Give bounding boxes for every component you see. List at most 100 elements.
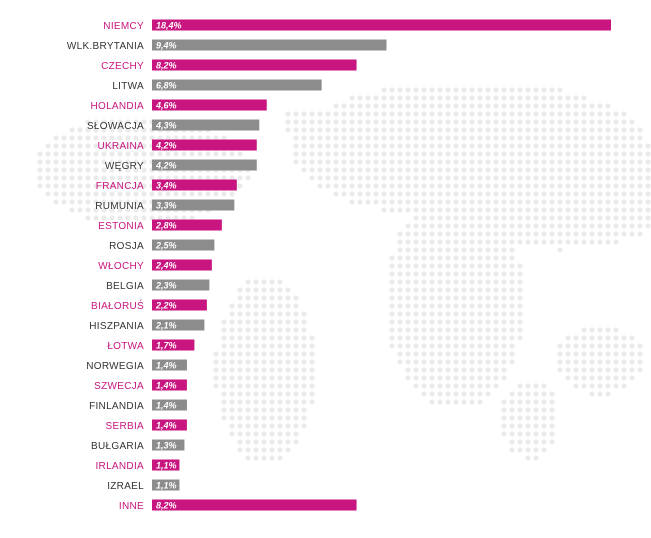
map-dot: [69, 151, 75, 157]
map-dot: [469, 87, 475, 93]
map-dot: [549, 415, 555, 421]
map-dot: [405, 103, 411, 109]
map-dot: [429, 207, 435, 213]
map-dot: [125, 183, 131, 189]
map-dot: [213, 191, 219, 197]
map-dot: [189, 151, 195, 157]
value-label: 6,8%: [156, 81, 177, 91]
map-dot: [485, 375, 491, 381]
map-dot: [637, 231, 643, 237]
map-dot: [413, 191, 419, 197]
map-dot: [293, 319, 299, 325]
map-dot: [413, 151, 419, 157]
map-dot: [269, 343, 275, 349]
map-dot: [221, 135, 227, 141]
value-label: 4,2%: [155, 161, 177, 171]
map-dot: [493, 239, 499, 245]
map-dot: [413, 351, 419, 357]
map-dot: [285, 359, 291, 365]
map-dot: [413, 87, 419, 93]
map-dot: [605, 183, 611, 189]
category-label: BELGIA: [106, 281, 144, 292]
bar: [152, 479, 180, 491]
map-dot: [461, 215, 467, 221]
map-dot: [261, 359, 267, 365]
map-dot: [437, 183, 443, 189]
map-dot: [125, 199, 131, 205]
map-dot: [277, 343, 283, 349]
map-dot: [605, 327, 611, 333]
map-dot: [445, 159, 451, 165]
map-dot: [453, 87, 459, 93]
map-dot: [605, 151, 611, 157]
map-dot: [397, 143, 403, 149]
map-dot: [405, 343, 411, 349]
map-dot: [261, 375, 267, 381]
map-dot: [285, 415, 291, 421]
map-dot: [469, 383, 475, 389]
map-dot: [421, 359, 427, 365]
map-dot: [285, 383, 291, 389]
map-dot: [397, 351, 403, 357]
map-dot: [397, 271, 403, 277]
map-dot: [557, 111, 563, 117]
map-dot: [285, 343, 291, 349]
map-dot: [477, 103, 483, 109]
map-dot: [397, 119, 403, 125]
map-dot: [437, 231, 443, 237]
map-dot: [109, 135, 115, 141]
map-dot: [573, 343, 579, 349]
map-dot: [405, 247, 411, 253]
map-dot: [445, 295, 451, 301]
map-dot: [245, 383, 251, 389]
map-dot: [637, 351, 643, 357]
map-dot: [509, 223, 515, 229]
map-dot: [469, 287, 475, 293]
map-dot: [461, 191, 467, 197]
map-dot: [421, 375, 427, 381]
map-dot: [453, 175, 459, 181]
map-dot: [501, 375, 507, 381]
map-dot: [517, 399, 523, 405]
map-dot: [237, 439, 243, 445]
map-dot: [93, 199, 99, 205]
map-dot: [437, 119, 443, 125]
map-dot: [309, 159, 315, 165]
map-dot: [453, 135, 459, 141]
map-dot: [53, 151, 59, 157]
map-dot: [541, 431, 547, 437]
map-dot: [277, 415, 283, 421]
map-dot: [349, 199, 355, 205]
map-dot: [221, 391, 227, 397]
map-dot: [317, 175, 323, 181]
map-dot: [517, 167, 523, 173]
map-dot: [333, 111, 339, 117]
value-label: 3,3%: [156, 201, 177, 211]
map-dot: [405, 167, 411, 173]
map-dot: [525, 207, 531, 213]
map-dot: [549, 239, 555, 245]
map-dot: [469, 151, 475, 157]
map-dot: [477, 223, 483, 229]
map-dot: [477, 111, 483, 117]
map-dot: [413, 247, 419, 253]
map-dot: [469, 263, 475, 269]
map-dot: [245, 415, 251, 421]
map-dot: [469, 239, 475, 245]
map-dot: [165, 175, 171, 181]
map-dot: [541, 135, 547, 141]
value-label: 1,4%: [156, 381, 177, 391]
map-dot: [341, 119, 347, 125]
map-dot: [293, 303, 299, 309]
map-dot: [613, 175, 619, 181]
map-dot: [453, 151, 459, 157]
map-dot: [117, 207, 123, 213]
map-dot: [37, 151, 43, 157]
map-dot: [629, 167, 635, 173]
map-dot: [501, 191, 507, 197]
map-dot: [605, 215, 611, 221]
map-dot: [285, 287, 291, 293]
map-dot: [109, 183, 115, 189]
map-dot: [629, 359, 635, 365]
map-dot: [501, 239, 507, 245]
